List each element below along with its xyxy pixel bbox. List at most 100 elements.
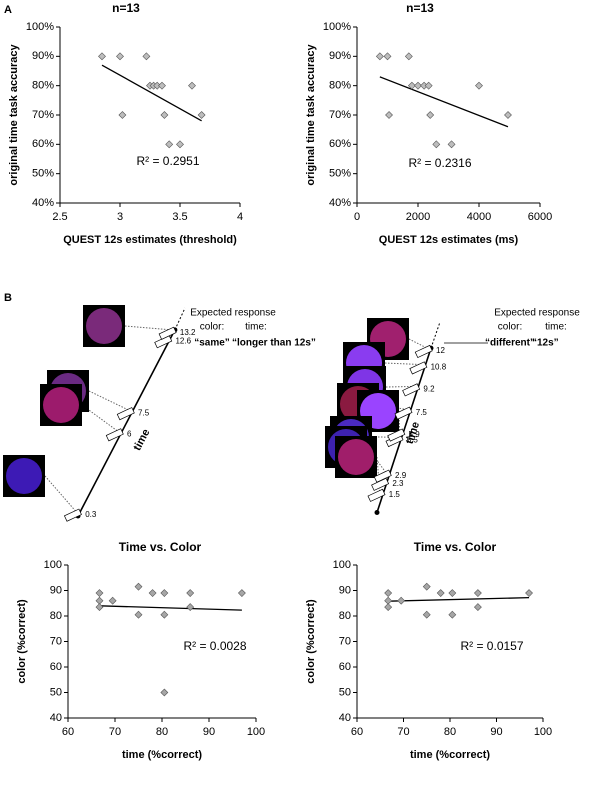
- y-tick-label: 80: [50, 610, 62, 622]
- x-tick-label: 2.5: [52, 211, 67, 223]
- stimulus-disc: [6, 458, 42, 494]
- time-label: 12.6: [175, 336, 191, 345]
- trendline: [99, 605, 242, 611]
- y-axis-label: original time task accuracy: [8, 44, 20, 186]
- point: [160, 589, 169, 597]
- x-tick-label: 3: [117, 211, 123, 223]
- time-label: 7.5: [138, 408, 150, 417]
- response-heading: Expected response: [190, 308, 276, 319]
- point: [407, 81, 416, 90]
- time-label: 7.5: [416, 408, 428, 417]
- x-tick-label: 4: [237, 211, 243, 223]
- color-response: “different”: [485, 338, 535, 349]
- interval: [394, 406, 413, 420]
- point: [186, 603, 195, 611]
- x-tick-label: 70: [397, 726, 409, 738]
- point: [98, 52, 106, 61]
- annotation: R² = 0.0157: [460, 639, 523, 653]
- point: [384, 589, 393, 597]
- point: [385, 111, 393, 119]
- connector: [124, 325, 171, 331]
- x-tick-label: 90: [203, 726, 215, 738]
- annotation: R² = 0.2316: [408, 156, 471, 170]
- y-tick-label: 40: [50, 712, 62, 724]
- x-tick-label: 100: [534, 726, 552, 738]
- time-response: “12s”: [532, 338, 559, 349]
- point: [422, 610, 431, 619]
- connector: [44, 475, 77, 513]
- time-label: 1.5: [389, 490, 401, 499]
- interval: [105, 428, 124, 442]
- stimulus-disc: [338, 439, 374, 475]
- point: [237, 589, 246, 597]
- y-tick-label: 60%: [329, 138, 351, 150]
- point: [160, 610, 169, 619]
- time-label: 2.9: [395, 471, 407, 480]
- y-tick-label: 50%: [329, 168, 351, 180]
- point: [426, 111, 435, 119]
- y-tick-label: 90%: [32, 50, 54, 62]
- trendline: [379, 76, 509, 128]
- interval: [373, 469, 392, 483]
- connector: [408, 338, 428, 349]
- point: [422, 582, 431, 591]
- chart-title: n=13: [112, 1, 140, 15]
- y-tick-label: 80: [339, 610, 351, 622]
- time-label: 5.5: [407, 435, 419, 444]
- timeline-right: 1.52.32.95.55.97.59.210.812timeExpected …: [325, 308, 580, 515]
- point: [525, 589, 533, 597]
- point: [197, 111, 206, 119]
- interval: [63, 508, 82, 522]
- y-tick-label: 70: [339, 635, 351, 647]
- interval: [414, 344, 433, 359]
- time-label: 12: [436, 346, 445, 355]
- response-heading: Expected response: [494, 308, 580, 319]
- x-axis-label: QUEST 12s estimates (ms): [379, 234, 519, 246]
- y-tick-label: 70%: [32, 109, 54, 121]
- point: [448, 610, 457, 619]
- connector: [88, 390, 130, 411]
- extension: [430, 321, 441, 349]
- chart-title: Time vs. Color: [119, 540, 202, 554]
- time-label: 6: [127, 430, 132, 439]
- time-label: 0.3: [85, 510, 97, 519]
- connector: [384, 362, 422, 366]
- point: [448, 589, 457, 597]
- chart-title: n=13: [406, 1, 434, 15]
- y-tick-label: 100: [333, 559, 351, 571]
- point: [473, 589, 482, 597]
- point: [134, 582, 143, 591]
- time-label-heading: time:: [545, 322, 567, 333]
- point: [375, 52, 384, 61]
- panel-label: B: [4, 292, 12, 304]
- point: [384, 603, 393, 611]
- y-tick-label: 50: [50, 686, 62, 698]
- stimulus-disc: [43, 387, 79, 423]
- y-tick-label: 60%: [32, 138, 54, 150]
- x-tick-label: 4000: [467, 211, 491, 223]
- x-tick-label: 3.5: [172, 211, 187, 223]
- point: [186, 589, 195, 597]
- y-tick-label: 100: [44, 559, 62, 571]
- point: [160, 688, 169, 697]
- annotation: R² = 0.2951: [136, 154, 199, 168]
- color-label: color:: [498, 322, 522, 333]
- y-tick-label: 100%: [323, 21, 351, 33]
- point: [414, 81, 422, 90]
- color-response: “same”: [194, 338, 230, 349]
- point: [176, 140, 184, 149]
- time-label: 13.2: [180, 328, 196, 337]
- x-tick-label: 100: [247, 726, 265, 738]
- y-tick-label: 40%: [329, 197, 351, 209]
- point: [424, 81, 433, 90]
- point: [475, 81, 483, 90]
- x-tick-label: 6000: [528, 211, 552, 223]
- time-label-heading: time:: [245, 322, 267, 333]
- time-axis: [77, 329, 176, 517]
- interval: [402, 383, 421, 397]
- x-tick-label: 60: [351, 726, 363, 738]
- axis-label: time: [131, 427, 152, 453]
- time-response: “longer than 12s”: [232, 338, 316, 349]
- point: [397, 596, 406, 605]
